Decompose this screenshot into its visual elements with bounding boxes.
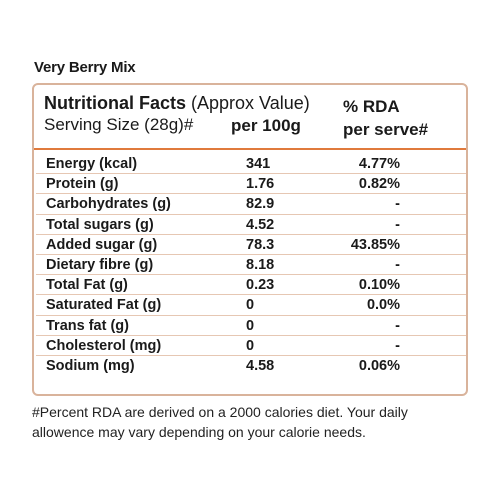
nutrient-rda: 0.06% (358, 357, 400, 374)
nutrient-name: Cholesterol (mg) (46, 337, 162, 354)
nutrient-name: Trans fat (g) (46, 317, 129, 334)
nutrient-rda: - (395, 317, 400, 334)
nutrient-rda: - (395, 256, 400, 273)
nutrient-row: Sodium (mg) 4.58 0.06% (36, 356, 466, 376)
nutrition-title: Nutritional Facts (Approx Value) (44, 93, 310, 114)
nutrient-rows: Energy (kcal) 341 4.77% Protein (g) 1.76 0.82… (36, 154, 466, 376)
nutrient-name: Sodium (mg) (46, 357, 135, 374)
nutrient-rda: 4.77% (358, 156, 400, 172)
nutrient-rda: 0.0% (366, 297, 400, 314)
nutrient-name: Carbohydrates (g) (46, 196, 171, 213)
serving-size-label: Serving Size (28g)# (44, 115, 194, 134)
header-divider (34, 148, 466, 150)
nutrient-per-100g: 8.18 (246, 256, 275, 273)
nutrient-rda: 0.10% (358, 277, 400, 294)
nutrient-per-100g: 78.3 (246, 236, 275, 253)
nutrient-per-100g: 4.52 (246, 216, 275, 233)
nutrient-row: Added sugar (g) 78.3 43.85% (36, 235, 466, 255)
nutrient-row: Cholesterol (mg) 0 - (36, 336, 466, 356)
nutrient-per-100g: 0.23 (246, 277, 275, 294)
per-100g-header: per 100g (231, 116, 301, 135)
nutrition-panel: Nutritional Facts (Approx Value) Serving… (32, 83, 468, 396)
nutrient-row: Trans fat (g) 0 - (36, 316, 466, 336)
nutrient-rda: 43.85% (350, 236, 400, 253)
nutrient-rda: - (395, 196, 400, 213)
nutrient-row: Total Fat (g) 0.23 0.10% (36, 275, 466, 296)
nutrient-row: Energy (kcal) 341 4.77% (36, 154, 466, 175)
rda-header-line2: per serve# (343, 120, 429, 139)
nutrient-name: Total Fat (g) (46, 277, 128, 294)
nutrient-rda: - (395, 337, 400, 354)
nutrient-per-100g: 0 (246, 297, 255, 314)
nutrition-header: Nutritional Facts (Approx Value) Serving… (34, 85, 466, 148)
nutrient-per-100g: 0 (246, 337, 255, 354)
product-name: Very Berry Mix (34, 59, 136, 76)
nutrient-name: Added sugar (g) (46, 236, 158, 253)
footnote: #Percent RDA are derived on a 2000 calor… (32, 404, 408, 440)
nutrient-name: Protein (g) (46, 176, 119, 193)
nutrition-title-bold: Nutritional Facts (44, 93, 187, 113)
nutrient-row: Saturated Fat (g) 0 0.0% (36, 295, 466, 316)
nutrient-row: Dietary fibre (g) 8.18 - (36, 255, 466, 276)
nutrient-per-100g: 1.76 (246, 176, 275, 193)
nutrient-row: Total sugars (g) 4.52 - (36, 215, 466, 235)
nutrition-title-rest: (Approx Value) (186, 93, 310, 113)
nutrient-per-100g: 341 (246, 156, 271, 172)
nutrient-rda: 0.82% (358, 176, 400, 193)
nutrient-per-100g: 0 (246, 317, 255, 334)
nutrient-name: Dietary fibre (g) (46, 256, 154, 273)
nutrient-per-100g: 4.58 (246, 357, 275, 374)
nutrient-name: Total sugars (g) (46, 216, 154, 233)
rda-header-line1: % RDA (343, 97, 400, 116)
nutrient-row: Protein (g) 1.76 0.82% (36, 174, 466, 195)
nutrient-per-100g: 82.9 (246, 196, 275, 213)
nutrient-name: Energy (kcal) (46, 156, 138, 172)
nutrient-rda: - (395, 216, 400, 233)
nutrient-row: Carbohydrates (g) 82.9 - (36, 194, 466, 215)
nutrient-name: Saturated Fat (g) (46, 297, 162, 314)
